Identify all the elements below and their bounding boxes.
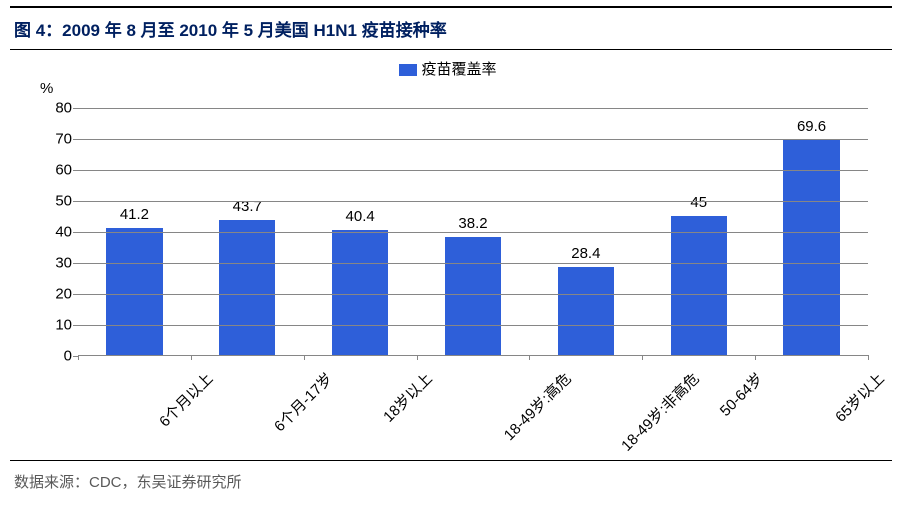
y-tick-label: 20 bbox=[40, 286, 72, 303]
bar-value-label: 40.4 bbox=[332, 208, 388, 225]
y-tick-mark bbox=[73, 201, 78, 202]
gridline bbox=[78, 201, 868, 202]
y-tick-mark bbox=[73, 108, 78, 109]
x-tick-mark bbox=[78, 355, 79, 360]
plot-region: 41.243.740.438.228.44569.6 0102030405060… bbox=[78, 108, 868, 356]
bar: 28.4 bbox=[558, 267, 614, 355]
y-tick-mark bbox=[73, 232, 78, 233]
y-axis-unit: % bbox=[40, 80, 53, 97]
gridline bbox=[78, 263, 868, 264]
y-tick-label: 50 bbox=[40, 193, 72, 210]
x-tick-label: 6个月-17岁 bbox=[269, 368, 337, 436]
y-tick-mark bbox=[73, 325, 78, 326]
x-tick-mark bbox=[304, 355, 305, 360]
gridline bbox=[78, 170, 868, 171]
data-source: 数据来源：CDC，东吴证券研究所 bbox=[10, 471, 892, 496]
legend-swatch bbox=[399, 64, 417, 76]
legend: 疫苗覆盖率 bbox=[28, 58, 868, 79]
bar-value-label: 38.2 bbox=[445, 215, 501, 232]
gridline bbox=[78, 139, 868, 140]
x-tick-mark bbox=[868, 355, 869, 360]
chart-title: 图 4：2009 年 8 月至 2010 年 5 月美国 H1N1 疫苗接种率 bbox=[14, 21, 447, 40]
x-tick-mark bbox=[529, 355, 530, 360]
bar: 38.2 bbox=[445, 237, 501, 355]
y-tick-label: 30 bbox=[40, 255, 72, 272]
gridline bbox=[78, 232, 868, 233]
y-tick-mark bbox=[73, 294, 78, 295]
chart-title-bar: 图 4：2009 年 8 月至 2010 年 5 月美国 H1N1 疫苗接种率 bbox=[10, 6, 892, 50]
y-tick-mark bbox=[73, 139, 78, 140]
gridline bbox=[78, 108, 868, 109]
gridline bbox=[78, 294, 868, 295]
bar: 43.7 bbox=[219, 220, 275, 355]
bar: 41.2 bbox=[106, 228, 162, 355]
x-tick-mark bbox=[191, 355, 192, 360]
bar-value-label: 28.4 bbox=[558, 245, 614, 262]
bar-value-label: 41.2 bbox=[106, 206, 162, 223]
bar: 45 bbox=[671, 216, 727, 355]
chart-area: 疫苗覆盖率 % 41.2 43.7 40.4 38.2 28.4 45 69.6 0 10 20… bbox=[10, 50, 892, 460]
x-tick-mark bbox=[755, 355, 756, 360]
x-tick-label: 65岁以上 bbox=[830, 368, 888, 426]
x-tick-label: 18-49岁:高危 bbox=[499, 368, 576, 445]
bar: 69.6 bbox=[783, 140, 839, 355]
y-tick-label: 10 bbox=[40, 317, 72, 334]
x-tick-label: 50-64岁 bbox=[714, 368, 767, 421]
x-axis-labels: 6个月以上 6个月-17岁 18岁以上 18-49岁:高危 18-49岁:非高危50-6… bbox=[78, 362, 868, 458]
bar-value-label: 69.6 bbox=[783, 118, 839, 135]
y-tick-label: 80 bbox=[40, 100, 72, 117]
x-tick-label: 18岁以上 bbox=[378, 368, 436, 426]
footer-rule bbox=[10, 460, 892, 461]
bar: 40.4 bbox=[332, 230, 388, 355]
x-tick-mark bbox=[417, 355, 418, 360]
y-tick-mark bbox=[73, 263, 78, 264]
x-tick-label: 6个月以上 bbox=[154, 368, 217, 431]
x-tick-label: 18-49岁:非高危 bbox=[616, 368, 703, 455]
y-tick-label: 40 bbox=[40, 224, 72, 241]
y-tick-label: 0 bbox=[40, 348, 72, 365]
y-tick-mark bbox=[73, 170, 78, 171]
x-tick-mark bbox=[642, 355, 643, 360]
y-tick-label: 60 bbox=[40, 162, 72, 179]
legend-label: 疫苗覆盖率 bbox=[421, 61, 496, 78]
bar-value-label: 45 bbox=[671, 194, 727, 211]
gridline bbox=[78, 325, 868, 326]
y-tick-label: 70 bbox=[40, 131, 72, 148]
